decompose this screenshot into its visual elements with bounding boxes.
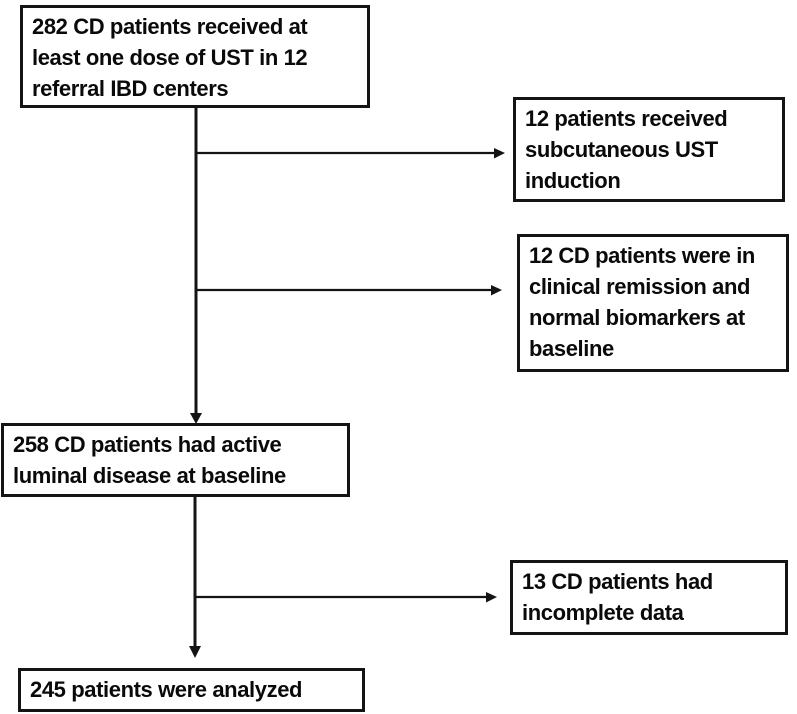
arrowhead-remission [491,285,502,296]
node-text-line: 282 CD patients received at [32,14,308,39]
node-text-line: 258 CD patients had active [13,432,282,457]
node-text-line: incomplete data [522,600,684,625]
node-text-line: 12 patients received [525,106,728,131]
node-sc-induction: 12 patients received subcutaneous UST in… [513,97,785,202]
node-active-luminal: 258 CD patients had active luminal disea… [1,423,350,497]
arrowhead-sc-induction [494,148,505,159]
node-text-line: 245 patients were analyzed [30,677,303,702]
node-text-line: 12 CD patients were in [529,243,755,268]
node-text-line: luminal disease at baseline [13,463,286,488]
node-text-line: induction [525,168,621,193]
arrowhead-to-analyzed [189,646,201,658]
node-enrolled: 282 CD patients received at least one do… [20,5,370,108]
node-text-line: subcutaneous UST [525,137,718,162]
node-text-line: least one dose of UST in 12 [32,45,308,70]
node-text-line: 13 CD patients had [522,569,713,594]
node-text-line: referral IBD centers [32,76,229,101]
node-text-line: clinical remission and [529,274,751,299]
node-text-line: normal biomarkers at [529,305,745,330]
node-text-line: baseline [529,336,614,361]
node-incomplete-data: 13 CD patients had incomplete data [510,560,788,635]
arrowhead-incomplete [486,592,497,603]
node-analyzed: 245 patients were analyzed [18,668,365,712]
node-remission: 12 CD patients were in clinical remissio… [517,234,789,372]
